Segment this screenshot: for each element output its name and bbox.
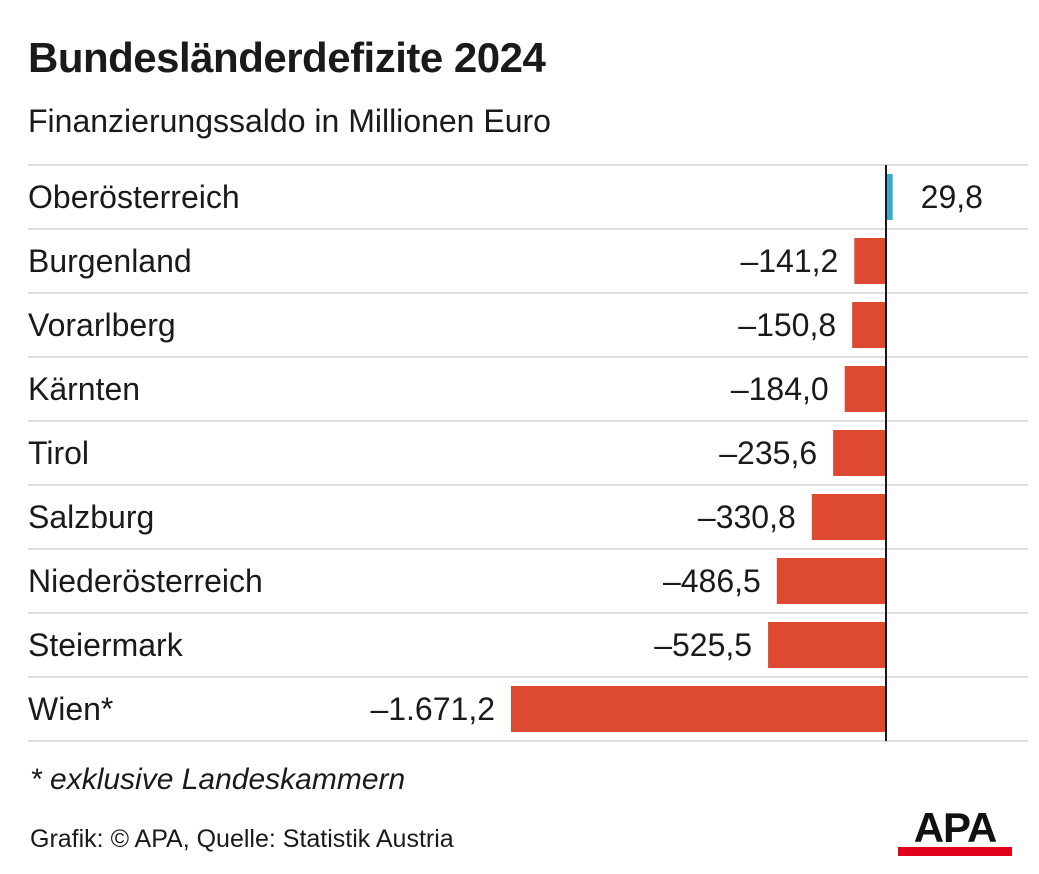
category-label: Wien* [28,691,113,727]
value-label: –235,6 [719,435,817,471]
category-label: Burgenland [28,243,192,279]
bar [886,174,893,220]
bar [811,494,886,540]
value-label: –486,5 [663,563,761,599]
source-credit: Grafik: © APA, Quelle: Statistik Austria [30,825,454,853]
value-label: –184,0 [731,371,829,407]
value-label: –525,5 [654,627,752,663]
apa-logo: APA [898,804,1012,856]
category-label: Steiermark [28,627,184,663]
category-label: Oberösterreich [28,179,240,215]
bar [768,622,886,668]
value-label: –141,2 [740,243,838,279]
bar [852,302,886,348]
bar [511,686,886,732]
category-label: Tirol [28,435,89,471]
value-label: 29,8 [921,179,983,215]
value-label: –330,8 [698,499,796,535]
bar [854,238,886,284]
chart-subtitle: Finanzierungssaldo in Millionen Euro [28,103,551,139]
chart-title: Bundesländerdefizite 2024 [28,34,546,81]
bar [844,366,886,412]
category-label: Vorarlberg [28,307,176,343]
bar-chart: Oberösterreich 29,8 Burgenland –141,2 Vorarl… [28,164,1028,742]
category-label: Salzburg [28,499,154,535]
value-label: –1.671,2 [370,691,495,727]
logo-text: APA [913,804,998,851]
bar [833,430,886,476]
value-label: –150,8 [738,307,836,343]
bar [776,558,886,604]
logo-bar [898,847,1012,856]
category-label: Kärnten [28,371,140,407]
footnote: * exklusive Landeskammern [30,763,406,796]
category-label: Niederösterreich [28,563,263,599]
